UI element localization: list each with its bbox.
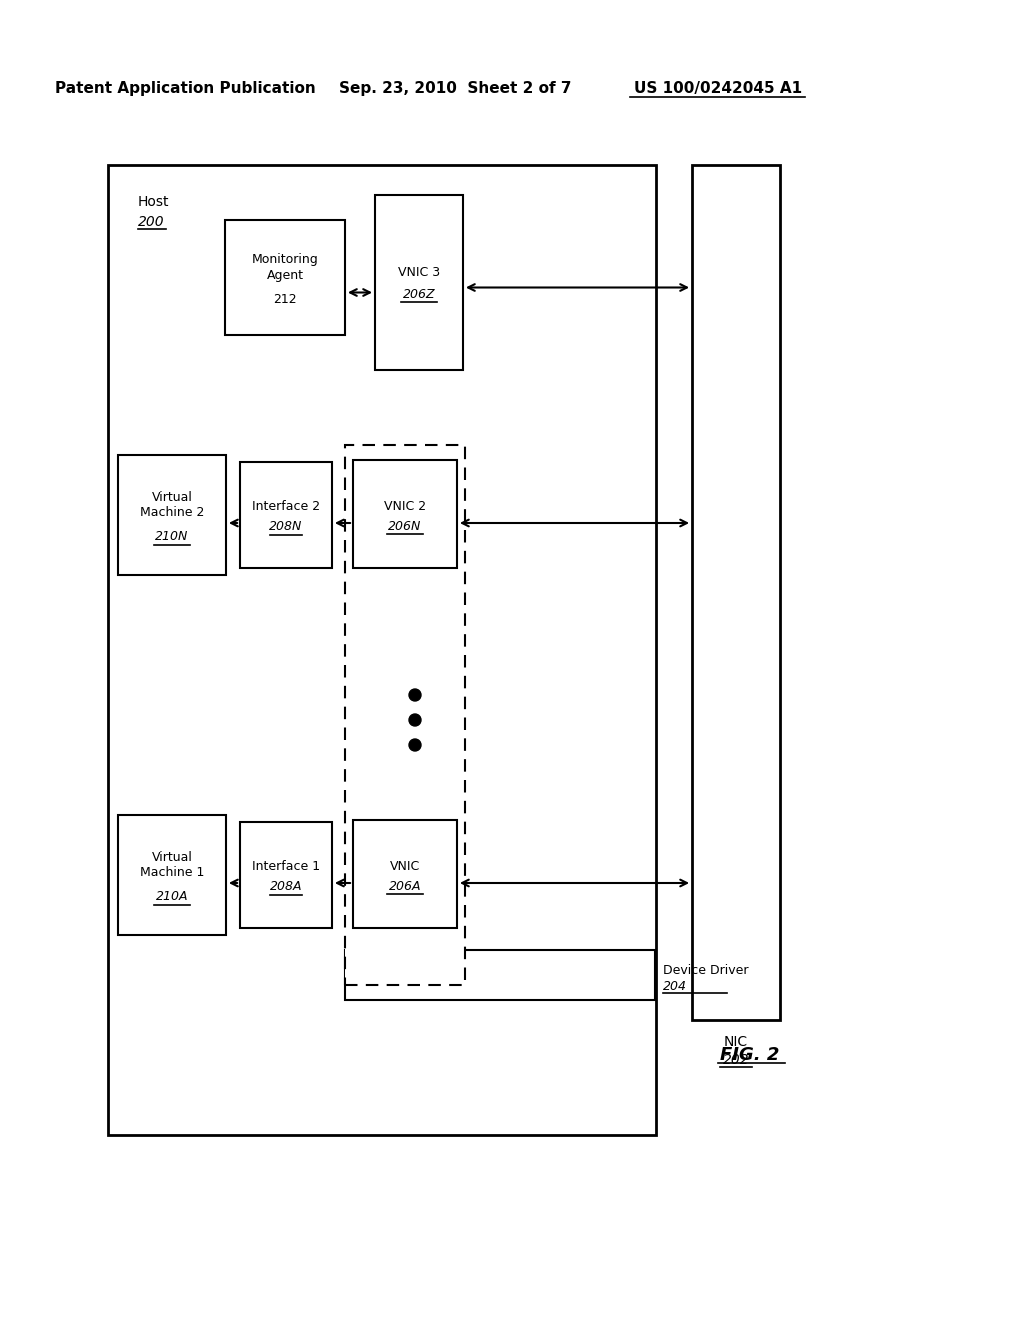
Bar bbox=[240, 462, 332, 568]
Bar bbox=[118, 814, 226, 935]
Text: US 100/0242045 A1: US 100/0242045 A1 bbox=[634, 81, 802, 95]
Circle shape bbox=[409, 689, 421, 701]
Bar bbox=[225, 220, 345, 335]
Text: Virtual
Machine 1: Virtual Machine 1 bbox=[140, 851, 204, 879]
Text: 210A: 210A bbox=[156, 891, 188, 903]
Text: 206Z: 206Z bbox=[402, 288, 435, 301]
Text: 200: 200 bbox=[138, 215, 165, 228]
Text: 212: 212 bbox=[273, 293, 297, 306]
Bar bbox=[692, 165, 780, 1020]
Bar bbox=[108, 165, 656, 1135]
Text: Host: Host bbox=[138, 195, 170, 209]
Text: 208N: 208N bbox=[269, 520, 303, 533]
Text: FIG. 2: FIG. 2 bbox=[720, 1045, 779, 1064]
Text: Monitoring
Agent: Monitoring Agent bbox=[252, 253, 318, 281]
Text: VNIC 2: VNIC 2 bbox=[384, 499, 426, 512]
Text: Interface 2: Interface 2 bbox=[252, 500, 321, 513]
Text: 206N: 206N bbox=[388, 520, 422, 532]
Text: 202: 202 bbox=[723, 1053, 750, 1067]
Bar bbox=[353, 820, 457, 928]
Text: NIC: NIC bbox=[724, 1035, 749, 1049]
Text: Interface 1: Interface 1 bbox=[252, 861, 321, 874]
Text: 206A: 206A bbox=[389, 879, 421, 892]
Bar bbox=[375, 195, 463, 370]
Text: 204: 204 bbox=[663, 981, 687, 994]
Text: Virtual
Machine 2: Virtual Machine 2 bbox=[140, 491, 204, 519]
Circle shape bbox=[409, 739, 421, 751]
Text: VNIC 3: VNIC 3 bbox=[398, 267, 440, 279]
Text: Patent Application Publication: Patent Application Publication bbox=[54, 81, 315, 95]
Circle shape bbox=[409, 714, 421, 726]
Bar bbox=[240, 822, 332, 928]
Text: VNIC: VNIC bbox=[390, 859, 420, 873]
Bar bbox=[345, 950, 655, 1001]
Text: 208A: 208A bbox=[269, 880, 302, 894]
Text: Device Driver: Device Driver bbox=[663, 964, 749, 977]
Bar bbox=[353, 459, 457, 568]
Bar bbox=[118, 455, 226, 576]
Text: Sep. 23, 2010  Sheet 2 of 7: Sep. 23, 2010 Sheet 2 of 7 bbox=[339, 81, 571, 95]
Bar bbox=[345, 445, 465, 985]
Text: 210N: 210N bbox=[156, 531, 188, 544]
